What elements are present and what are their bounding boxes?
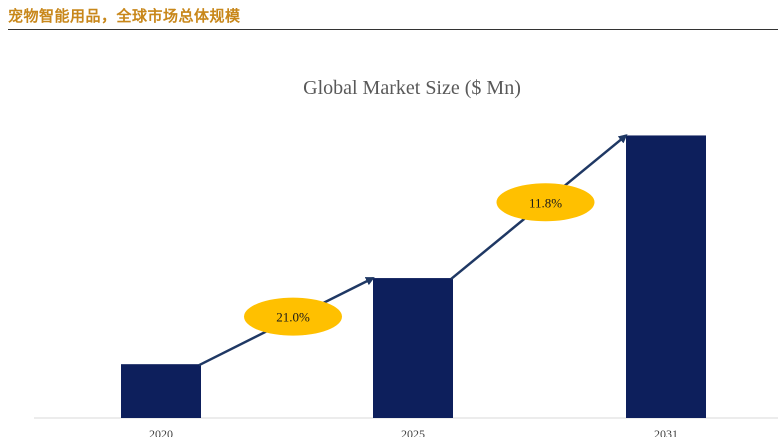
x-tick-label-2025: 2025 [401, 427, 425, 437]
growth-badge-1 [244, 297, 342, 336]
bar-2020 [121, 364, 201, 418]
page-header: 宠物智能用品，全球市场总体规模 [8, 4, 778, 30]
growth-badge-2 [496, 183, 595, 222]
x-tick-label-2020: 2020 [149, 427, 173, 437]
growth-label-1: 21.0% [276, 310, 310, 325]
growth-label-2: 11.8% [529, 195, 562, 210]
bar-2031 [626, 135, 706, 419]
page-title: 宠物智能用品，全球市场总体规模 [8, 7, 241, 25]
chart-title: Global Market Size ($ Mn) [303, 77, 521, 99]
x-tick-label-2031: 2031 [654, 427, 678, 437]
bar-2025 [373, 278, 453, 418]
